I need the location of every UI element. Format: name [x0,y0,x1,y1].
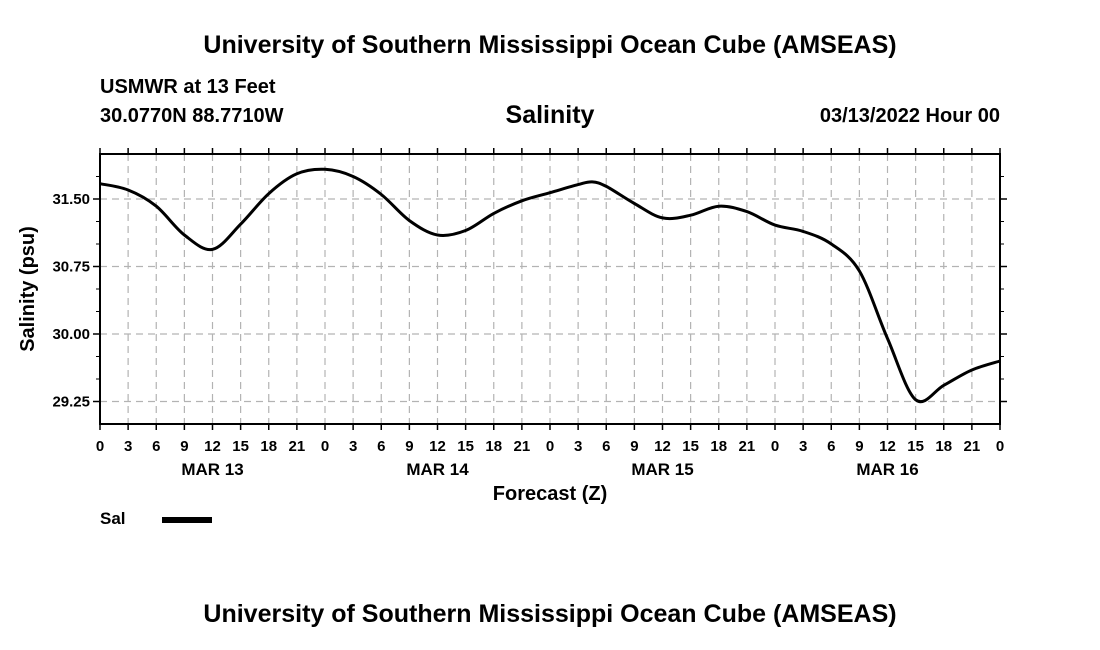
x-day-label: MAR 16 [856,460,918,479]
x-axis-label: Forecast (Z) [493,483,607,505]
axis-ticks [93,148,1007,430]
x-tick-label: 6 [152,438,160,455]
x-tick-label: 3 [124,438,132,455]
y-tick-label: 31.50 [52,191,90,208]
axis-tick-labels: 0 3 6 9 12 15 18 21 0 3 6 9 12 15 18 21 0 3 6 9 12 15 18 21 0 3 6 9… [52,191,1004,479]
x-tick-label: 18 [935,438,952,455]
legend-swatch [162,517,212,523]
x-day-label: MAR 13 [181,460,243,479]
x-tick-label: 9 [180,438,188,455]
x-tick-label: 6 [377,438,385,455]
x-tick-label: 21 [289,438,306,455]
legend-label: Sal [100,509,126,528]
grid-lines [100,154,1000,424]
x-tick-label: 0 [96,438,104,455]
x-tick-label: 21 [739,438,756,455]
x-tick-label: 0 [996,438,1004,455]
x-tick-label: 12 [204,438,221,455]
y-tick-label: 29.25 [52,394,90,411]
x-tick-label: 3 [574,438,582,455]
x-tick-label: 9 [630,438,638,455]
x-tick-label: 3 [349,438,357,455]
x-tick-label: 3 [799,438,807,455]
x-tick-label: 0 [546,438,554,455]
x-tick-label: 0 [321,438,329,455]
x-tick-label: 9 [405,438,413,455]
x-tick-label: 6 [602,438,610,455]
forecast-datetime: 03/13/2022 Hour 00 [819,105,1000,127]
x-day-label: MAR 15 [631,460,693,479]
series-line-sal [99,167,1001,404]
chart-title-bottom: University of Southern Mississippi Ocean… [203,600,897,628]
x-tick-label: 15 [682,438,699,455]
series-layer [99,167,1001,404]
x-tick-label: 12 [654,438,671,455]
x-tick-label: 15 [907,438,924,455]
x-tick-label: 21 [964,438,981,455]
x-tick-label: 21 [514,438,531,455]
x-tick-label: 6 [827,438,835,455]
x-tick-label: 12 [879,438,896,455]
y-tick-label: 30.00 [52,326,90,343]
x-tick-label: 9 [855,438,863,455]
variable-title: Salinity [505,101,595,129]
chart-title-top: University of Southern Mississippi Ocean… [203,31,897,59]
x-tick-label: 18 [710,438,727,455]
x-tick-label: 0 [771,438,779,455]
station-coordinates: 30.0770N 88.7710W [100,105,284,127]
x-tick-label: 15 [232,438,249,455]
x-tick-label: 18 [485,438,502,455]
y-axis-label: Salinity (psu) [17,226,39,352]
x-tick-label: 12 [429,438,446,455]
y-tick-label: 30.75 [52,259,90,276]
x-tick-label: 15 [457,438,474,455]
station-label: USMWR at 13 Feet [100,76,276,98]
x-tick-label: 18 [260,438,277,455]
x-day-label: MAR 14 [406,460,469,479]
